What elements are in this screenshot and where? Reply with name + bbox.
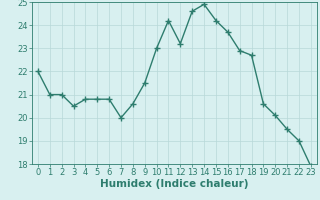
X-axis label: Humidex (Indice chaleur): Humidex (Indice chaleur): [100, 179, 249, 189]
